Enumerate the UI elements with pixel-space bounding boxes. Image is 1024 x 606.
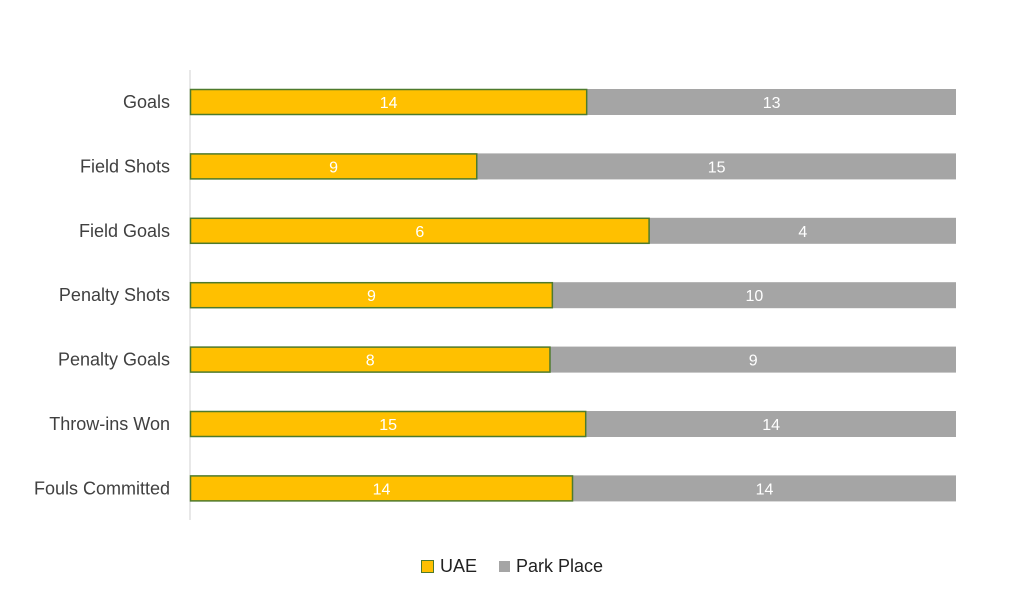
- category-label: Penalty Shots: [59, 285, 170, 305]
- data-label-park-place: 10: [746, 288, 764, 305]
- data-label-uae: 9: [329, 159, 338, 176]
- data-label-park-place: 9: [749, 353, 758, 370]
- data-label-park-place: 13: [763, 95, 781, 112]
- category-label: Penalty Goals: [58, 350, 170, 370]
- legend-label-park-place: Park Place: [515, 556, 604, 576]
- bar-park-place: [649, 217, 956, 244]
- category-label: Field Goals: [79, 221, 170, 241]
- legend-item-park-place: Park Place: [498, 556, 604, 577]
- data-label-park-place: 14: [762, 417, 780, 434]
- data-label-uae: 6: [415, 224, 424, 241]
- bar-park-place: [573, 475, 956, 502]
- legend-item-uae: UAE: [420, 556, 477, 577]
- bar-uae: [189, 410, 587, 438]
- legend-label-uae: UAE: [439, 556, 477, 576]
- data-label-park-place: 4: [798, 224, 807, 241]
- data-label-park-place: 14: [756, 481, 774, 498]
- data-label-uae: 8: [366, 353, 375, 370]
- bar-uae: [189, 346, 551, 373]
- bar-park-place: [552, 282, 956, 309]
- bar-uae: [189, 88, 588, 116]
- bar-park-place: [586, 411, 956, 437]
- legend-swatch-uae: [420, 560, 434, 573]
- category-label: Fouls Committed: [34, 478, 170, 498]
- bar-uae: [189, 153, 478, 180]
- category-label: Goals: [123, 92, 170, 112]
- category-label: Throw-ins Won: [49, 414, 170, 434]
- legend: UAE Park Place: [0, 556, 1024, 577]
- legend-swatch-park-place: [498, 561, 510, 572]
- bar-uae: [189, 475, 574, 502]
- data-label-uae: 14: [380, 95, 398, 112]
- data-label-uae: 15: [379, 417, 397, 434]
- bar-park-place: [587, 89, 956, 115]
- bar-park-place: [477, 153, 956, 180]
- bar-uae: [189, 217, 650, 245]
- category-label: Field Shots: [80, 156, 170, 176]
- bar-park-place: [550, 346, 956, 373]
- bar-uae: [189, 281, 554, 309]
- data-label-park-place: 15: [708, 159, 726, 176]
- data-label-uae: 14: [373, 481, 391, 498]
- data-label-uae: 9: [367, 288, 376, 305]
